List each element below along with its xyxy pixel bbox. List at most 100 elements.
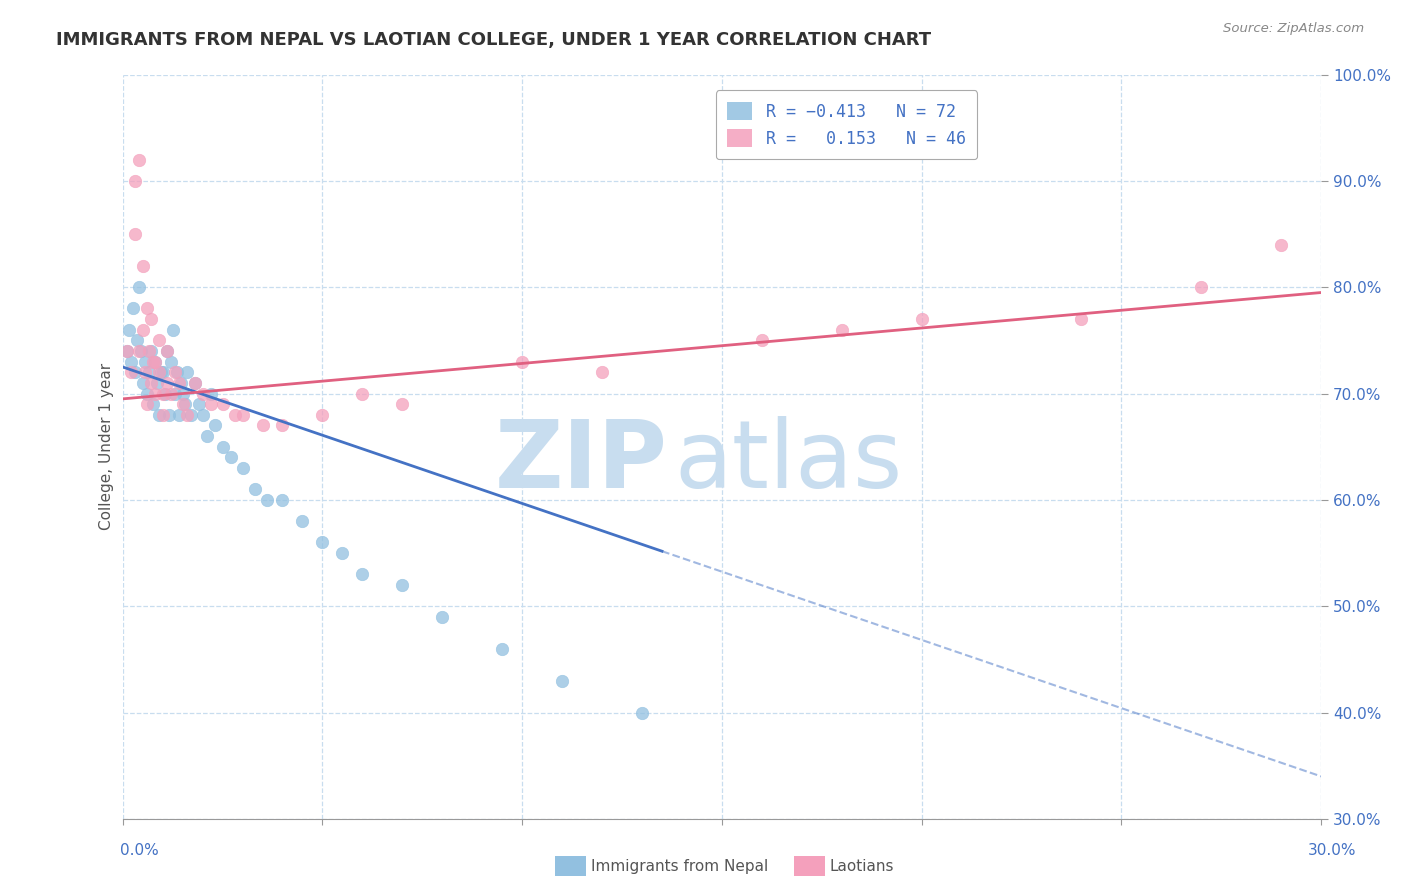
Text: atlas: atlas xyxy=(673,416,903,508)
Point xyxy=(224,408,246,422)
Point xyxy=(311,408,333,422)
Point xyxy=(128,344,150,359)
Point xyxy=(167,376,190,390)
Point xyxy=(291,514,314,528)
Point xyxy=(211,440,233,454)
Point xyxy=(631,706,654,720)
Point xyxy=(180,408,202,422)
Point xyxy=(115,344,138,359)
Point xyxy=(200,397,222,411)
Point xyxy=(191,386,214,401)
Point xyxy=(191,408,214,422)
Point xyxy=(159,386,181,401)
Point xyxy=(143,354,166,368)
Point xyxy=(125,334,148,348)
Point xyxy=(139,312,162,326)
Point xyxy=(121,301,143,316)
Point xyxy=(219,450,242,465)
Point xyxy=(120,365,142,379)
Point xyxy=(911,312,934,326)
Point xyxy=(139,376,162,390)
Point xyxy=(143,354,166,368)
Point xyxy=(187,397,209,411)
Point xyxy=(128,280,150,294)
Point xyxy=(1270,237,1292,252)
Point xyxy=(131,376,153,390)
Point xyxy=(311,535,333,549)
Point xyxy=(172,386,194,401)
Point xyxy=(551,673,574,688)
Point xyxy=(271,492,294,507)
Point xyxy=(491,641,513,656)
Point xyxy=(167,408,190,422)
Point xyxy=(352,567,374,582)
Point xyxy=(1070,312,1092,326)
Point xyxy=(142,354,165,368)
Point xyxy=(145,376,167,390)
Point xyxy=(243,483,266,497)
Point xyxy=(142,397,165,411)
Point xyxy=(432,610,454,624)
Point xyxy=(135,386,157,401)
Text: Source: ZipAtlas.com: Source: ZipAtlas.com xyxy=(1223,22,1364,36)
Point xyxy=(163,386,186,401)
Point xyxy=(1189,280,1212,294)
Point xyxy=(134,354,156,368)
Point xyxy=(138,365,160,379)
Point xyxy=(391,397,413,411)
Y-axis label: College, Under 1 year: College, Under 1 year xyxy=(100,363,114,530)
Point xyxy=(256,492,278,507)
Point xyxy=(252,418,274,433)
Point xyxy=(135,301,157,316)
Point xyxy=(129,344,152,359)
Text: IMMIGRANTS FROM NEPAL VS LAOTIAN COLLEGE, UNDER 1 YEAR CORRELATION CHART: IMMIGRANTS FROM NEPAL VS LAOTIAN COLLEGE… xyxy=(56,31,931,49)
Point xyxy=(391,578,413,592)
Point xyxy=(176,365,198,379)
Text: ZIP: ZIP xyxy=(495,416,668,508)
Point xyxy=(332,546,354,560)
Point xyxy=(143,386,166,401)
Text: 0.0%: 0.0% xyxy=(120,843,159,858)
Point xyxy=(134,365,156,379)
Point xyxy=(149,365,172,379)
Point xyxy=(271,418,294,433)
Text: Laotians: Laotians xyxy=(830,859,894,873)
Point xyxy=(153,386,176,401)
Point xyxy=(128,153,150,167)
Point xyxy=(135,397,157,411)
Point xyxy=(195,429,218,443)
Point xyxy=(166,365,188,379)
Point xyxy=(751,334,773,348)
Point xyxy=(152,386,174,401)
Point xyxy=(120,354,142,368)
Point xyxy=(162,323,184,337)
Point xyxy=(152,408,174,422)
Point xyxy=(183,376,205,390)
Point xyxy=(510,354,533,368)
Point xyxy=(352,386,374,401)
Point xyxy=(211,397,233,411)
Point xyxy=(157,408,180,422)
Text: 30.0%: 30.0% xyxy=(1309,843,1357,858)
Point xyxy=(124,174,146,188)
Point xyxy=(173,397,195,411)
Point xyxy=(118,323,141,337)
Point xyxy=(232,461,254,475)
Point xyxy=(831,323,853,337)
Point xyxy=(163,365,186,379)
Point xyxy=(115,344,138,359)
Text: Immigrants from Nepal: Immigrants from Nepal xyxy=(591,859,768,873)
Point xyxy=(124,365,146,379)
Point xyxy=(204,418,226,433)
Point xyxy=(156,344,179,359)
Point xyxy=(148,408,170,422)
Point xyxy=(591,365,613,379)
Point xyxy=(169,376,191,390)
Point xyxy=(176,408,198,422)
Point xyxy=(232,408,254,422)
Point xyxy=(148,334,170,348)
Point xyxy=(183,376,205,390)
Point xyxy=(156,376,179,390)
Point xyxy=(131,259,153,273)
Legend: R = −0.413   N = 72, R =   0.153   N = 46: R = −0.413 N = 72, R = 0.153 N = 46 xyxy=(716,90,977,160)
